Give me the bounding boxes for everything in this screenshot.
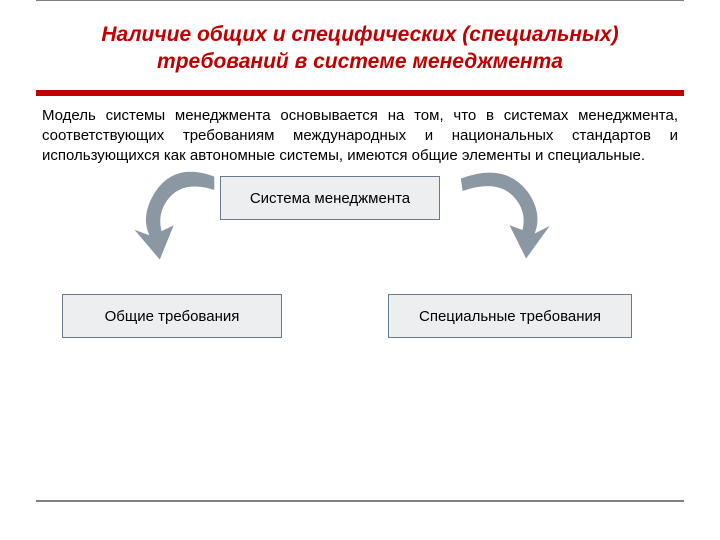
page-title: Наличие общих и специфических (специальн… xyxy=(0,3,720,84)
curved-arrow-right-icon xyxy=(450,166,560,266)
node-general: Общие требования xyxy=(62,294,282,338)
intro-paragraph: Модель системы менеджмента основывается … xyxy=(0,96,720,167)
node-system: Система менеджмента xyxy=(220,176,440,220)
title-text: Наличие общих и специфических (специальн… xyxy=(101,23,618,73)
node-system-label: Система менеджмента xyxy=(250,190,410,207)
node-special-label: Специальные требования xyxy=(419,308,601,325)
rule-top-thin xyxy=(36,0,684,1)
curved-arrow-left-icon xyxy=(120,166,220,266)
diagram-area: Система менеджмента Общие требования Спе… xyxy=(0,166,720,386)
rule-bottom xyxy=(36,500,684,502)
node-general-label: Общие требования xyxy=(105,308,240,325)
node-special: Специальные требования xyxy=(388,294,632,338)
paragraph-text: Модель системы менеджмента основывается … xyxy=(42,107,678,165)
